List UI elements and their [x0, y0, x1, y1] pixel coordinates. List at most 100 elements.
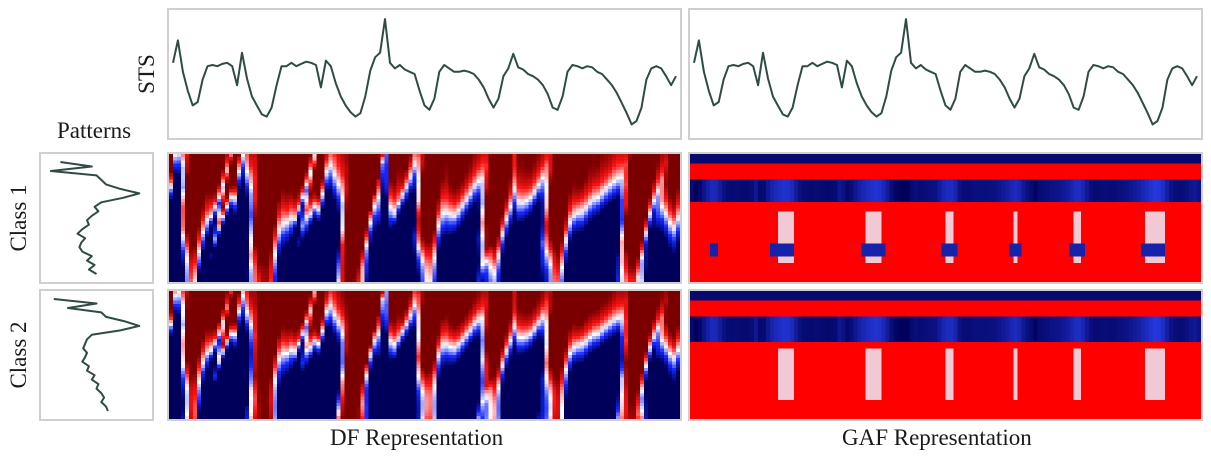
heatmap-cell [540, 250, 545, 254]
heatmap-cell [316, 157, 321, 161]
heatmap-cell [276, 214, 281, 219]
heatmap-cell [392, 208, 397, 212]
heatmap-cell [480, 163, 485, 167]
heatmap-cell [264, 237, 270, 241]
heatmap-cell [456, 211, 461, 215]
heatmap-cell [169, 262, 174, 267]
heatmap-cell [524, 240, 529, 244]
heatmap-cell [328, 195, 333, 199]
heatmap-cell [440, 179, 445, 183]
heatmap-cell [492, 166, 497, 171]
heatmap-cell [320, 266, 325, 270]
heatmap-cell [604, 224, 609, 228]
heatmap-cell [456, 186, 461, 190]
heatmap-cell [172, 218, 178, 222]
heatmap-cell [460, 275, 465, 279]
heatmap-cell [356, 166, 361, 171]
heatmap-cell [620, 166, 625, 171]
heatmap-cell [268, 176, 273, 180]
heatmap-cell [172, 262, 178, 267]
heatmap-cell [284, 275, 289, 279]
heatmap-cell [444, 256, 449, 260]
heatmap-cell [468, 205, 473, 209]
heatmap-cell [328, 186, 333, 190]
heatmap-cell [644, 179, 649, 183]
heatmap-cell [632, 227, 637, 231]
heatmap-cell [672, 240, 677, 244]
heatmap-cell [176, 186, 182, 190]
heatmap-cell [196, 234, 202, 238]
heatmap-cell [204, 259, 210, 263]
heatmap-cell [628, 189, 633, 193]
heatmap-cell [436, 211, 441, 215]
heatmap-cell [652, 227, 657, 231]
heatmap-cell [356, 195, 361, 199]
heatmap-cell [676, 266, 680, 270]
heatmap-cell [596, 179, 601, 183]
heatmap-cell [276, 227, 281, 231]
heatmap-cell [580, 186, 585, 190]
heatmap-cell [244, 253, 250, 257]
heatmap-cell [496, 208, 501, 212]
heatmap-cell [464, 253, 469, 257]
heatmap-cell [628, 202, 633, 206]
heatmap-cell [512, 221, 517, 225]
heatmap-cell [452, 205, 457, 209]
heatmap-cell [312, 240, 317, 244]
heatmap-cell [392, 269, 397, 273]
heatmap-cell [544, 179, 549, 183]
heatmap-cell [284, 221, 289, 225]
heatmap-cell [260, 157, 266, 161]
heatmap-cell [320, 208, 325, 212]
heatmap-cell [460, 253, 465, 257]
heatmap-cell [612, 173, 617, 177]
heatmap-cell [220, 234, 226, 238]
heatmap-cell [332, 266, 337, 270]
heatmap-cell [312, 234, 317, 238]
heatmap-cell [372, 202, 377, 206]
heatmap-cell [384, 243, 389, 247]
heatmap-cell [172, 221, 178, 225]
heatmap-cell [552, 240, 557, 244]
heatmap-cell [608, 256, 613, 260]
heatmap-cell [396, 218, 401, 222]
heatmap-cell [216, 259, 222, 263]
heatmap-cell [600, 234, 605, 238]
heatmap-cell [400, 211, 405, 215]
heatmap-cell [532, 186, 537, 190]
heatmap-cell [552, 227, 557, 231]
heatmap-cell [552, 166, 557, 171]
heatmap-cell [236, 179, 242, 183]
heatmap-cell [584, 227, 589, 231]
heatmap-cell [516, 166, 521, 171]
heatmap-cell [656, 272, 661, 276]
heatmap-cell [588, 208, 593, 212]
heatmap-cell [520, 214, 525, 219]
heatmap-cell [212, 266, 218, 270]
heatmap-cell [484, 182, 489, 187]
heatmap-cell [624, 208, 629, 212]
heatmap-cell [284, 266, 289, 270]
heatmap-cell [624, 192, 629, 196]
heatmap-cell [568, 234, 573, 238]
heatmap-cell [464, 214, 469, 219]
heatmap-cell [372, 224, 377, 228]
heatmap-cell [468, 275, 473, 279]
heatmap-cell [672, 179, 677, 183]
heatmap-cell [468, 246, 473, 251]
heatmap-cell [216, 189, 222, 193]
heatmap-cell [284, 176, 289, 180]
heatmap-cell [372, 214, 377, 219]
heatmap-cell [660, 170, 665, 174]
heatmap-cell [340, 176, 345, 180]
heatmap-cell [176, 246, 182, 251]
heatmap-cell [572, 154, 577, 158]
heatmap-cell [448, 256, 453, 260]
heatmap-cell [652, 272, 657, 276]
heatmap-cell [660, 189, 665, 193]
heatmap-cell [416, 224, 421, 228]
heatmap-cell [528, 269, 533, 273]
heatmap-cell [444, 208, 449, 212]
heatmap-cell [560, 253, 565, 257]
heatmap-cell [436, 230, 441, 235]
